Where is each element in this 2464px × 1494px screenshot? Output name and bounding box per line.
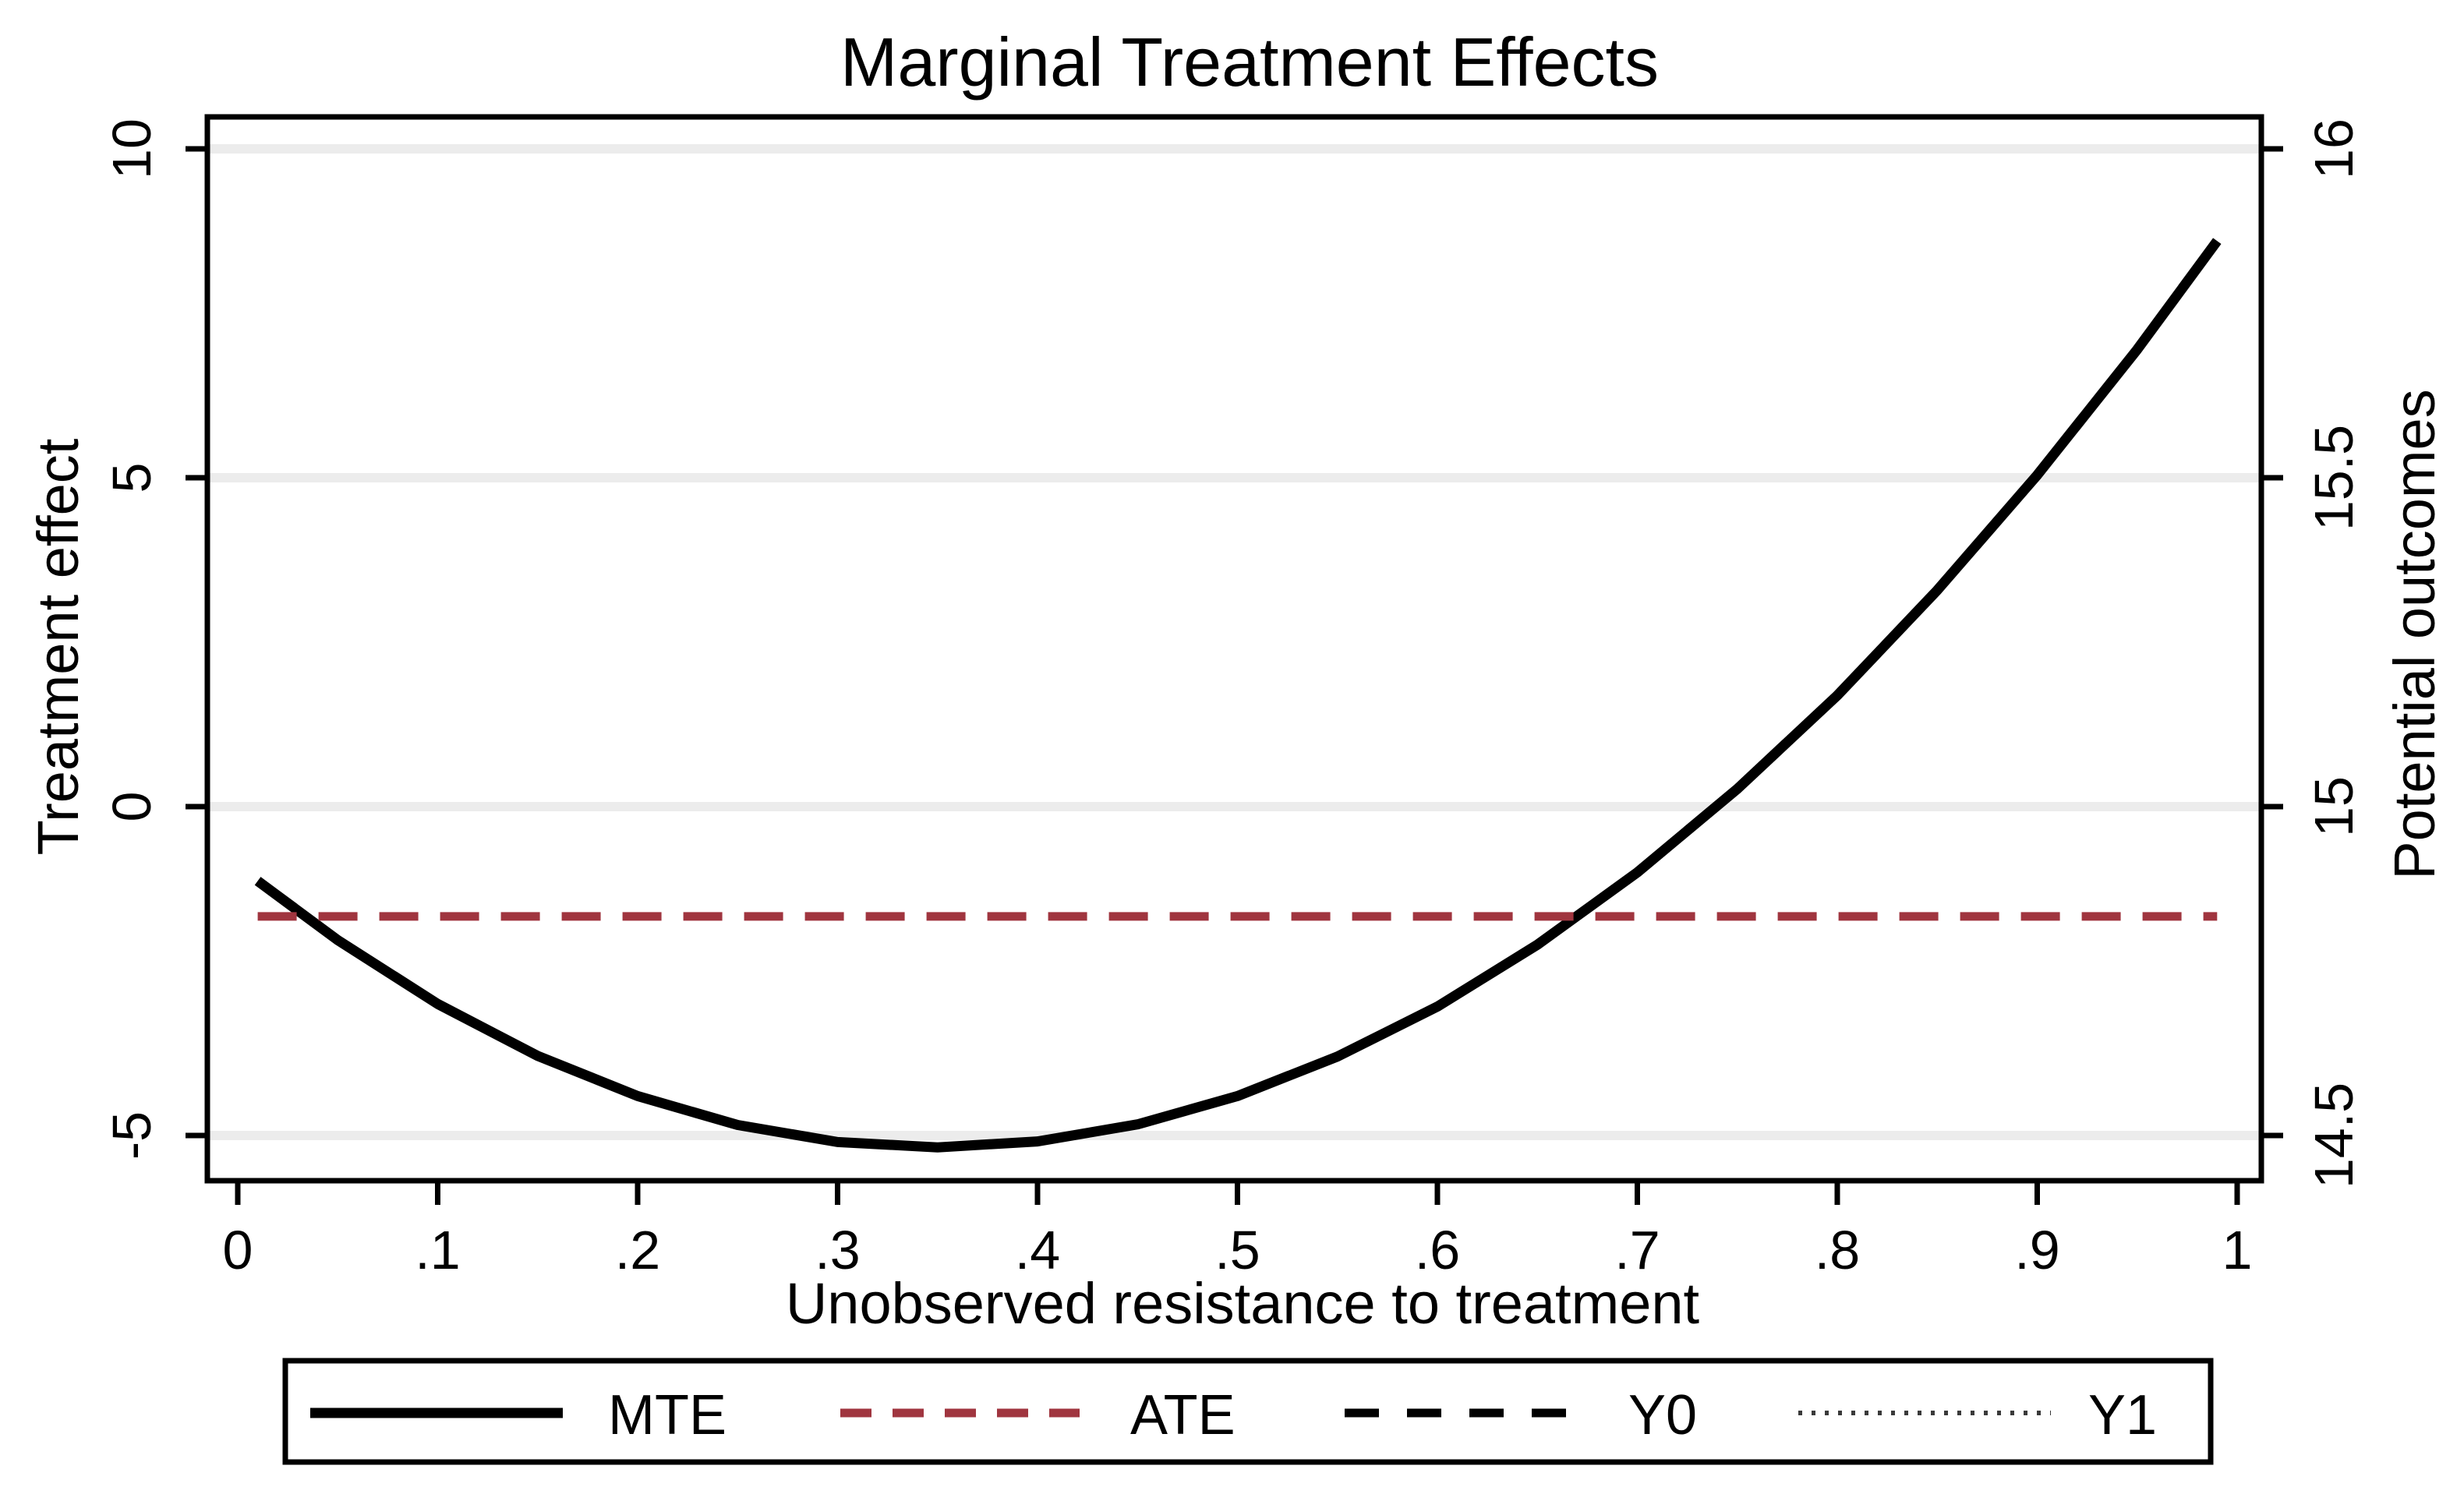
x-axis-title: Unobserved resistance to treatment: [786, 1271, 1700, 1336]
x-tick-label: .2: [615, 1220, 660, 1280]
plot-border: [204, 114, 2264, 1184]
x-tick-label: 0: [223, 1220, 253, 1280]
x-tick-label: .4: [1015, 1220, 1060, 1280]
y-left-tick-label: 10: [101, 118, 162, 179]
y-right-tick-label: 15.5: [2303, 425, 2364, 531]
frame-layer: [204, 114, 2264, 1184]
x-tick-label: .6: [1415, 1220, 1460, 1280]
chart-title: Marginal Treatment Effects: [840, 23, 1659, 101]
mte-line: [254, 238, 2222, 1153]
legend-label-mte: MTE: [608, 1384, 726, 1446]
x-tick-label: .9: [2014, 1220, 2059, 1280]
y-left-tick-label: 0: [101, 792, 162, 822]
series-layer: [254, 238, 2222, 1153]
legend-box: [282, 1358, 2214, 1465]
legend-label-y1: Y1: [2088, 1384, 2157, 1446]
tick-layer: 0 .1 .2 .3 .4 .5 .6 .7 .8 .9 1 -5 0 5 10 14.5 15 15.5 16: [101, 118, 2364, 1280]
legend-item-y1: Y1: [1798, 1384, 2157, 1446]
y-right-tick-label: 15: [2303, 776, 2364, 837]
y-left-axis-title: Treatment effect: [26, 438, 90, 855]
legend-item-y0: Y0: [1345, 1384, 1697, 1446]
x-tick-label: .5: [1214, 1220, 1260, 1280]
x-tick-label: .8: [1815, 1220, 1860, 1280]
y-left-tick-label: 5: [101, 463, 162, 493]
y-right-axis-title: Potential outcomes: [2382, 389, 2447, 879]
legend-label-ate: ATE: [1130, 1384, 1236, 1446]
legend-label-y0: Y0: [1628, 1384, 1697, 1446]
legend-layer: MTE ATE Y0 Y1: [282, 1358, 2214, 1465]
y-right-tick-label: 16: [2303, 118, 2364, 179]
x-tick-label: .7: [1614, 1220, 1660, 1280]
y-left-tick-label: -5: [101, 1111, 162, 1160]
legend-item-mte: MTE: [310, 1384, 726, 1446]
grid-layer: [207, 144, 2261, 1140]
x-tick-label: .3: [815, 1220, 860, 1280]
x-tick-label: 1: [2222, 1220, 2253, 1280]
legend-item-ate: ATE: [840, 1384, 1236, 1446]
y-right-tick-label: 14.5: [2303, 1083, 2364, 1188]
x-tick-label: .1: [415, 1220, 460, 1280]
